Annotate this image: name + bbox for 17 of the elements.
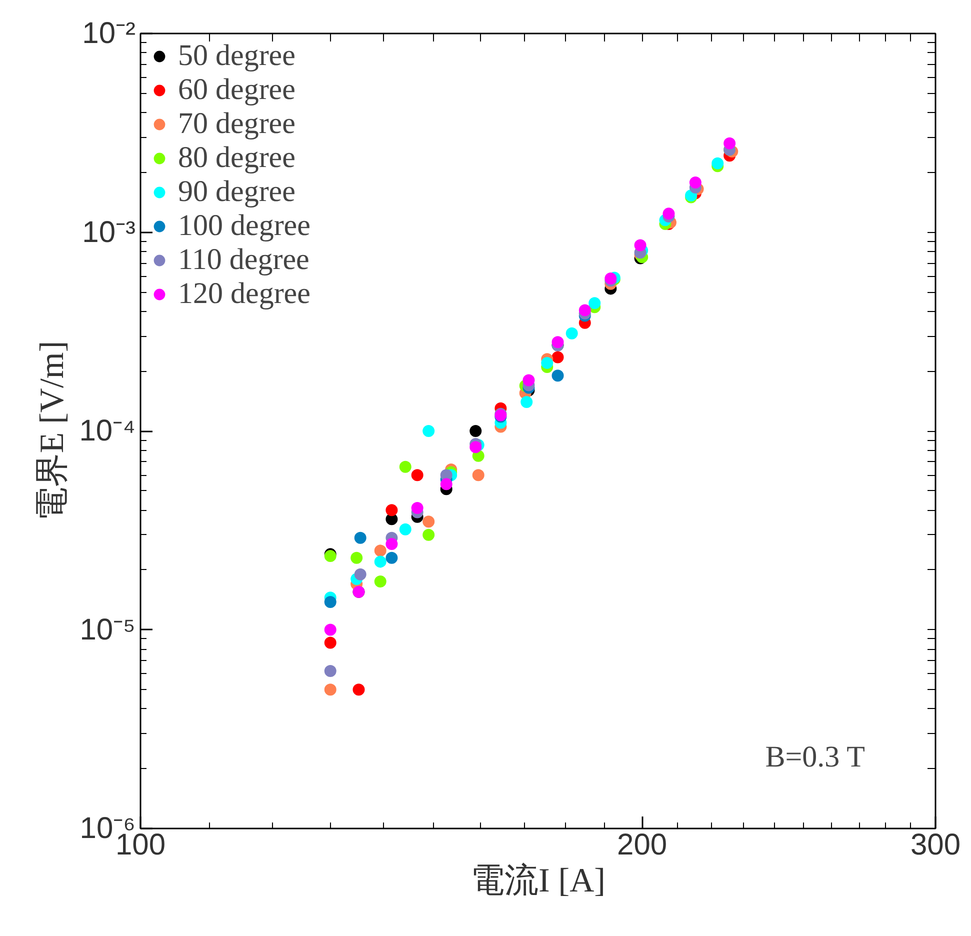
x-tick-label: 300 [910, 828, 961, 862]
legend-label: 70 degree [178, 107, 296, 141]
y-tick-label: 10⁻⁴ [79, 414, 136, 448]
legend-label: 90 degree [178, 175, 296, 209]
x-axis-title: 電流I [A] [470, 862, 606, 900]
legend-label: 80 degree [178, 141, 296, 175]
legend-label: 100 degree [178, 209, 310, 243]
legend-label: 110 degree [178, 243, 310, 277]
legend-label: 120 degree [178, 277, 310, 311]
y-tick-label: 10⁻³ [82, 216, 136, 249]
x-tick-label: 200 [617, 828, 668, 862]
y-tick-label: 10⁻⁵ [80, 613, 136, 646]
y-tick-label: 10⁻² [82, 17, 136, 50]
y-axis-title: 電界E [V/m] [34, 340, 72, 522]
legend-label: 60 degree [178, 73, 296, 107]
legend-label: 50 degree [178, 39, 296, 73]
annotation: B=0.3 T [765, 740, 865, 774]
